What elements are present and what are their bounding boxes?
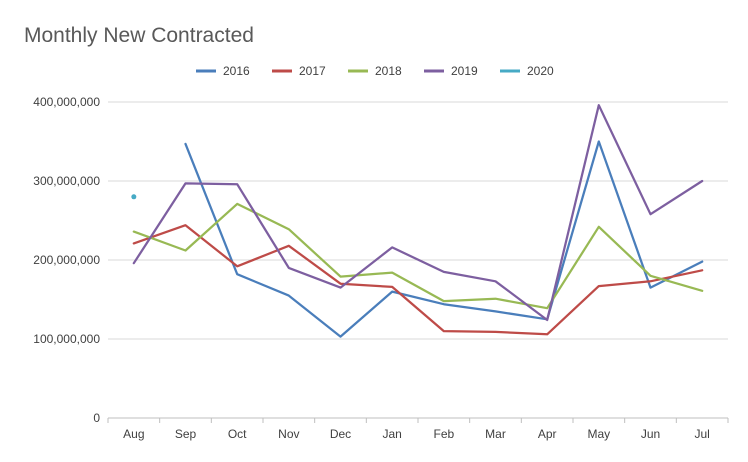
legend-label-2020: 2020	[527, 64, 554, 78]
x-tick-label: Jul	[694, 427, 709, 441]
x-tick-label: Jan	[382, 427, 401, 441]
x-tick-label: Mar	[485, 427, 506, 441]
series-2020	[131, 194, 137, 200]
legend-label-2017: 2017	[299, 64, 326, 78]
legend-label-2019: 2019	[451, 64, 478, 78]
chart-title: Monthly New Contracted	[24, 24, 254, 47]
x-tick-label: Sep	[175, 427, 197, 441]
series-line-2016	[184, 140, 704, 338]
x-tick-label: Jun	[641, 427, 660, 441]
y-tick-label: 200,000,000	[33, 253, 100, 267]
y-tick-label: 400,000,000	[33, 95, 100, 109]
series-2016	[184, 140, 704, 338]
legend-label-2018: 2018	[375, 64, 402, 78]
y-tick-label: 0	[93, 411, 100, 425]
x-tick-label: Apr	[538, 427, 557, 441]
series-line-2017	[132, 224, 704, 336]
y-tick-label: 100,000,000	[33, 332, 100, 346]
x-tick-label: Dec	[330, 427, 351, 441]
x-tick-label: Aug	[123, 427, 144, 441]
series-line-2019	[132, 104, 704, 322]
x-tick-label: Oct	[228, 427, 247, 441]
x-tick-label: Feb	[433, 427, 454, 441]
y-axis: 0 100,000,000 200,000,000 300,000,000 400,00…	[33, 95, 100, 425]
series-2017	[132, 224, 704, 336]
series-2019	[132, 104, 704, 322]
legend: 2016 2017 2018 2019 2020	[196, 64, 554, 78]
legend-label-2016: 2016	[223, 64, 250, 78]
x-tick-label: Nov	[278, 427, 299, 441]
series-2018	[132, 202, 704, 310]
x-tick-label: May	[587, 427, 610, 441]
series-group	[131, 104, 704, 338]
x-axis: Aug Sep Oct Nov Dec Jan Feb Mar Apr May Jun Jul	[107, 418, 729, 441]
data-point-2020	[131, 194, 137, 200]
y-tick-label: 300,000,000	[33, 174, 100, 188]
series-line-2018	[132, 202, 704, 310]
